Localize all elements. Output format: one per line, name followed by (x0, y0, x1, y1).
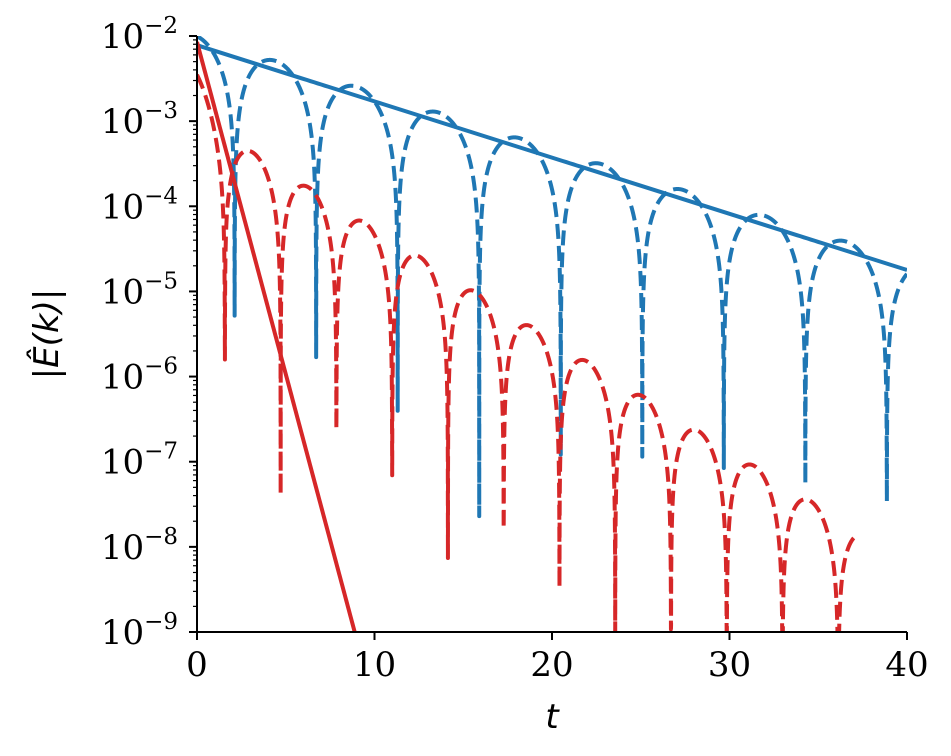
x-axis-ticks: 0 10 20 30 40 (186, 632, 929, 685)
y-tick-label: 10−2 (101, 13, 178, 57)
y-axis-label: |Ê(k)| (26, 289, 67, 380)
x-tick-label: 0 (186, 645, 208, 685)
y-tick-label: 10−9 (101, 609, 178, 653)
red-solid-series (197, 41, 357, 632)
y-tick-label: 10−4 (101, 183, 178, 227)
blue-dashed-series (197, 36, 907, 519)
y-tick-label: 10−8 (101, 524, 178, 568)
x-tick-label: 20 (530, 645, 573, 685)
y-axis-ticks: 10−2 10−3 10−4 10−5 10−6 10−7 10−8 10−9 (101, 13, 197, 653)
blue-solid-series (197, 43, 907, 272)
y-tick-label: 10−5 (101, 268, 178, 312)
series-layer (197, 36, 907, 632)
y-tick-label: 10−7 (101, 439, 178, 483)
x-tick-label: 30 (708, 645, 751, 685)
x-axis-label: t (545, 697, 560, 737)
x-tick-label: 10 (353, 645, 396, 685)
y-tick-label: 10−3 (101, 98, 178, 142)
x-tick-label: 40 (885, 645, 928, 685)
y-tick-label: 10−6 (101, 354, 178, 398)
red-dashed-series (197, 73, 861, 632)
